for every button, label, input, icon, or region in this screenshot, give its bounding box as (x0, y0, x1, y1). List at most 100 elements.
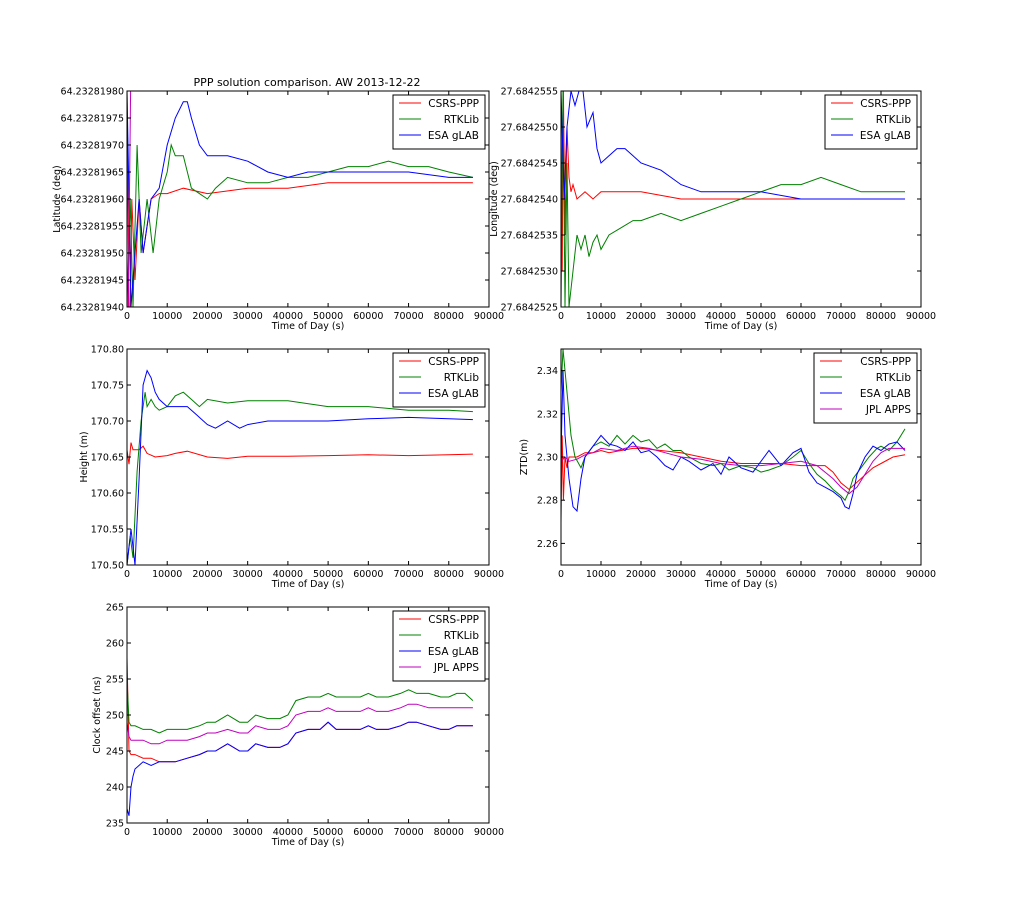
x-tick-label-lat: 90000 (474, 311, 504, 322)
x-tick-label-height: 10000 (152, 569, 182, 580)
x-tick-label-ztd: 10000 (586, 569, 616, 580)
y-tick-label-height: 170.65 (91, 453, 124, 464)
y-tick-label-lon: 27.6842550 (501, 123, 558, 134)
y-tick-label-lon: 27.6842545 (501, 159, 558, 170)
y-axis-label-clock: Clock offset (ns) (92, 676, 103, 753)
x-tick-label-lat: 80000 (434, 311, 464, 322)
legend-label-height: RTKLib (444, 372, 480, 384)
y-axis-label-ztd: ZTD(m) (519, 439, 530, 475)
y-tick-label-height: 170.80 (91, 345, 124, 356)
legend-label-ztd: JPL APPS (865, 404, 911, 416)
x-tick-label-clock: 40000 (273, 827, 303, 838)
x-tick-label-clock: 70000 (393, 827, 423, 838)
x-tick-label-lat: 0 (124, 311, 130, 322)
x-tick-label-height: 50000 (313, 569, 343, 580)
x-tick-label-lat: 20000 (192, 311, 222, 322)
series-line-clock-3 (127, 703, 473, 745)
y-tick-label-clock: 255 (106, 675, 124, 686)
x-tick-label-height: 30000 (233, 569, 263, 580)
series-line-ztd-2 (561, 370, 906, 513)
series-line-lon-0 (561, 91, 905, 272)
x-tick-label-ztd: 40000 (706, 569, 736, 580)
x-tick-label-lon: 0 (558, 311, 564, 322)
legend-label-lon: RTKLib (876, 114, 912, 126)
series-line-clock-2 (127, 721, 473, 816)
y-tick-label-lon: 27.6842530 (501, 267, 558, 278)
y-axis-label-lat: Latitude (deg) (52, 165, 63, 232)
legend-label-clock: RTKLib (444, 630, 480, 642)
legend-label-clock: ESA gLAB (428, 646, 479, 658)
y-tick-label-lat: 64.23281975 (61, 114, 124, 125)
x-tick-label-lon: 40000 (706, 311, 736, 322)
legend-box-lat (392, 94, 486, 150)
series-line-lon-1 (561, 91, 905, 307)
legend-label-lat: ESA gLAB (428, 130, 479, 142)
x-tick-label-lon: 20000 (626, 311, 656, 322)
x-tick-label-ztd: 60000 (786, 569, 816, 580)
x-tick-label-lon: 60000 (786, 311, 816, 322)
y-tick-label-height: 170.50 (91, 561, 124, 572)
y-tick-label-clock: 245 (106, 747, 124, 758)
y-tick-label-height: 170.55 (91, 525, 124, 536)
x-tick-label-lat: 30000 (233, 311, 263, 322)
legend-box-clock (392, 610, 486, 682)
y-tick-label-ztd: 2.34 (537, 366, 558, 377)
subplot-ztd: 0 10000 20000 30000 40000 50000 60000 70000 8000… (519, 348, 936, 590)
x-tick-label-lon: 70000 (826, 311, 856, 322)
series-line-ztd-0 (561, 435, 906, 522)
legend-label-lon: CSRS-PPP (860, 98, 911, 110)
legend-label-lat: CSRS-PPP (428, 98, 479, 110)
x-tick-label-lat: 60000 (353, 311, 383, 322)
x-tick-label-lon: 80000 (866, 311, 896, 322)
y-tick-label-lat: 64.23281960 (61, 195, 124, 206)
x-tick-label-height: 0 (124, 569, 130, 580)
x-tick-label-lon: 30000 (666, 311, 696, 322)
x-tick-label-ztd: 30000 (666, 569, 696, 580)
x-tick-label-ztd: 50000 (746, 569, 776, 580)
x-tick-label-clock: 60000 (353, 827, 383, 838)
y-tick-label-lon: 27.6842535 (501, 231, 558, 242)
x-tick-label-ztd: 90000 (906, 569, 936, 580)
x-tick-label-clock: 10000 (152, 827, 182, 838)
y-tick-label-lon: 27.6842540 (501, 195, 558, 206)
x-tick-label-ztd: 0 (558, 569, 564, 580)
x-axis-label-lon: Time of Day (s) (704, 321, 778, 332)
y-tick-label-clock: 265 (106, 603, 124, 614)
legend-lon: CSRS-PPP RTKLib ESA gLAB (824, 94, 918, 150)
series-line-clock-1 (127, 678, 474, 734)
legend-clock: CSRS-PPP RTKLib ESA gLAB JPL APPS (392, 610, 486, 682)
x-tick-label-lat: 50000 (313, 311, 343, 322)
y-tick-label-lat: 64.23281980 (61, 87, 124, 98)
y-tick-label-clock: 235 (106, 819, 124, 830)
y-axis-label-lon: Longitude (deg) (489, 161, 500, 237)
legend-label-lat: RTKLib (444, 114, 480, 126)
x-tick-label-clock: 0 (124, 827, 130, 838)
legend-label-clock: JPL APPS (433, 662, 479, 674)
legend-box-ztd (813, 352, 918, 424)
y-tick-label-lon: 27.6842525 (501, 303, 558, 314)
subplot-lat: 0 10000 20000 30000 40000 50000 60000 70000 8000… (52, 87, 504, 333)
legend-ztd: CSRS-PPP RTKLib ESA gLAB JPL APPS (813, 352, 918, 424)
series-line-height-2 (127, 369, 473, 565)
series-line-lat-2 (127, 91, 473, 307)
y-tick-label-lon: 27.6842555 (501, 87, 558, 98)
x-tick-label-clock: 80000 (434, 827, 464, 838)
x-tick-label-height: 80000 (434, 569, 464, 580)
legend-label-height: ESA gLAB (428, 388, 479, 400)
figure-title: PPP solution comparison. AW 2013-12-22 (194, 76, 421, 89)
legend-box-height (392, 352, 486, 408)
subplot-clock: 0 10000 20000 30000 40000 50000 60000 70000 8000… (92, 603, 504, 849)
series-line-lat-3 (127, 91, 133, 307)
x-axis-label-lat: Time of Day (s) (271, 321, 345, 332)
subplot-height: 0 10000 20000 30000 40000 50000 60000 70000 8000… (79, 345, 504, 591)
legend-label-lon: ESA gLAB (860, 130, 911, 142)
series-line-lat-0 (127, 91, 473, 307)
series-line-height-0 (127, 442, 473, 465)
x-axis-label-clock: Time of Day (s) (271, 837, 345, 848)
series-line-ztd-3 (561, 445, 905, 495)
x-tick-label-lon: 50000 (746, 311, 776, 322)
legend-lat: CSRS-PPP RTKLib ESA gLAB (392, 94, 486, 150)
x-tick-label-ztd: 80000 (866, 569, 896, 580)
y-tick-label-ztd: 2.30 (537, 453, 558, 464)
